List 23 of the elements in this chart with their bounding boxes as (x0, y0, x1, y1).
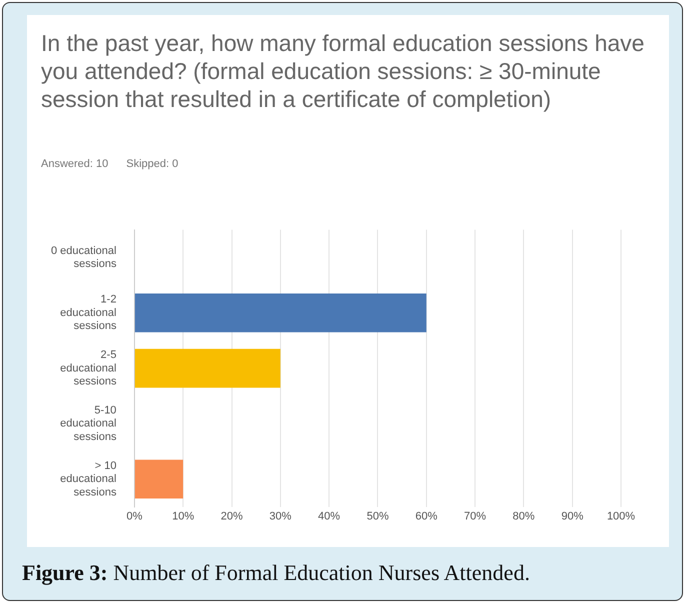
x-tick-label: 100% (606, 510, 636, 522)
x-tick-label: 70% (464, 510, 486, 522)
bar (134, 460, 184, 498)
x-tick-label: 90% (561, 510, 584, 522)
x-tick-label: 60% (415, 510, 438, 522)
text: Skipped: 0 (126, 158, 178, 170)
x-tick-label: 30% (269, 510, 292, 522)
bar (134, 348, 280, 388)
x-tick-label: 40% (318, 510, 340, 522)
y-tick-label: 2-5 educational sessions (60, 349, 117, 388)
bar (134, 294, 426, 332)
caption: Figure 3: Number of Formal Education Nurses Attended. (22, 560, 530, 585)
x-tick-label: 50% (366, 510, 389, 522)
x-tick-label: 0% (126, 510, 143, 522)
x-tick-label: 80% (512, 510, 535, 522)
x-tick-label: 10% (172, 510, 194, 522)
chart-title: In the past year, how many formal education sessions have you attended? (formal education sessions: ≥ 30-minute session that resulted in a certificate of completion) (41, 29, 646, 113)
text: Answered: 10 (41, 158, 108, 170)
y-tick-label: > 10 educational sessions (60, 460, 117, 498)
y-tick-label: 1-2 educational sessions (60, 294, 117, 332)
y-tick-label: 5-10 educational sessions (60, 404, 117, 443)
y-tick-label: 0 educational sessions (50, 244, 117, 270)
x-tick-label: 20% (220, 510, 243, 522)
